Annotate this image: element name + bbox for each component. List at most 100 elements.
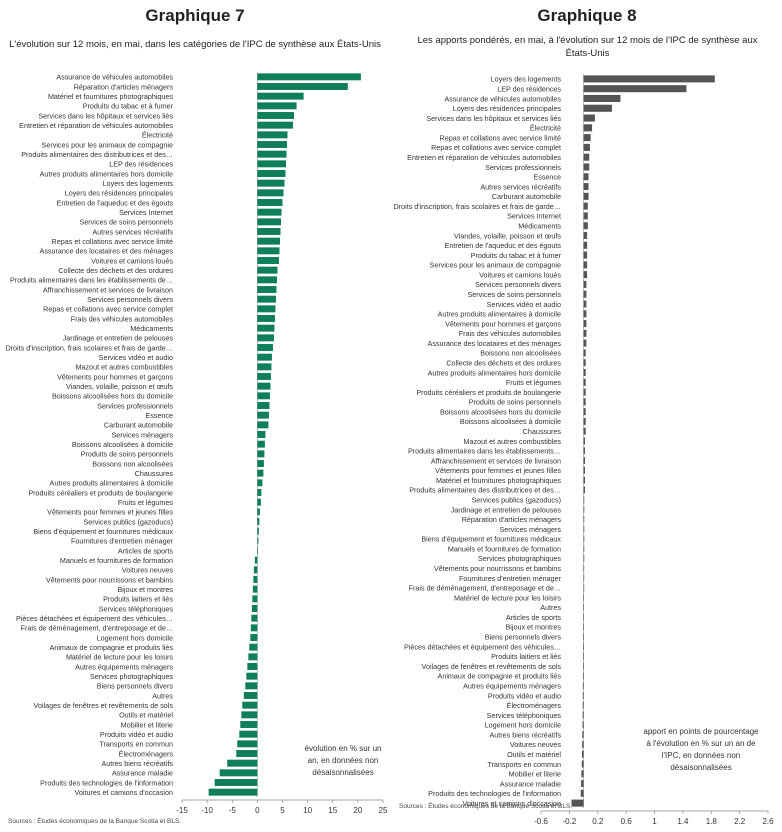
chart8-bar xyxy=(583,163,590,171)
chart8-bar xyxy=(583,85,687,93)
chart8-bar xyxy=(583,437,585,445)
chart8-category-label: LEP des résidences xyxy=(497,84,561,93)
chart7-bar xyxy=(257,257,279,264)
chart7-x-tick-label: 0 xyxy=(255,806,260,815)
chart8-bar xyxy=(581,760,584,768)
chart7-category-label: Mobilier et literie xyxy=(121,720,173,729)
chart8-bar xyxy=(583,388,586,396)
chart7-bar xyxy=(257,450,265,458)
chart8-bar xyxy=(582,711,584,719)
chart8-bar xyxy=(583,359,586,367)
chart7-bar xyxy=(257,73,361,81)
chart7-category-label: Voitures et camions d'occasion xyxy=(75,788,173,797)
chart8-note-line: l'IPC, en données non xyxy=(662,751,740,760)
chart7-category-label: Fruits et légumes xyxy=(118,498,174,507)
chart7-category-label: Services de soins personnels xyxy=(80,218,174,227)
chart8-category-label: Vêtements pour femmes et jeunes filles xyxy=(435,466,561,475)
chart8-category-label: Produits du tabac et à fumer xyxy=(471,251,562,260)
chart7-category-label: Assurance de véhicules automobiles xyxy=(56,73,173,82)
chart7-subtitle: L'évolution sur 12 mois, en mai, dans le… xyxy=(9,39,381,50)
chart7-bar xyxy=(257,305,276,313)
chart7-bar xyxy=(257,218,281,226)
chart8-category-label: Boissons alcoolisées à domicile xyxy=(460,417,561,426)
chart7-bar xyxy=(257,189,284,197)
chart8-category-label: Repas et collations avec service limité xyxy=(440,133,561,142)
chart8-bar xyxy=(583,574,585,582)
chart7-category-label: Frais des véhicules automobiles xyxy=(71,314,174,323)
chart7-bar xyxy=(257,527,259,535)
chart8-bar xyxy=(583,104,612,112)
chart7-bar xyxy=(243,692,258,699)
chart7-bar xyxy=(253,576,258,583)
chart7-bar xyxy=(247,663,258,670)
chart7-category-label: Matériel de lecture pour les loisirs xyxy=(66,653,173,662)
chart8-bar xyxy=(583,564,585,572)
chart7-bar xyxy=(248,653,258,661)
chart7-category-label: Entretien et réparation de véhicules aut… xyxy=(19,121,173,130)
chart7-category-label: Boissons alcoolisées hors du domicile xyxy=(52,392,173,401)
chart8-category-label: Produits laitiers et liés xyxy=(491,652,561,661)
chart7-bar xyxy=(257,208,282,216)
chart8-bar xyxy=(583,300,587,308)
chart7-category-label: Produits laitiers et liés xyxy=(103,595,173,604)
chart7-bar xyxy=(257,402,270,409)
chart8-x-tick-label: 0.2 xyxy=(592,817,604,826)
chart8-category-label: Réparation d'articles ménagers xyxy=(462,515,562,524)
chart7-bar xyxy=(257,286,277,293)
chart7-category-label: Autres produits alimentaires à domicile xyxy=(50,479,173,488)
chart7-bar xyxy=(257,150,287,158)
chart7-bar xyxy=(236,750,258,757)
chart7-category-label: Services ménagers xyxy=(111,430,173,439)
chart8-bar xyxy=(582,672,584,680)
chart8-category-label: Services de soins personnels xyxy=(468,290,562,299)
chart8-category-label: Voitures et camions loués xyxy=(479,270,561,279)
chart8-bar xyxy=(583,290,587,298)
chart7-category-label: Produits des technologies de l'informati… xyxy=(40,778,173,787)
chart8-bar xyxy=(583,124,593,132)
chart7-x-tick-label: -5 xyxy=(229,806,237,815)
chart8-bar xyxy=(580,789,584,797)
chart8-bar xyxy=(583,505,585,514)
chart7-bar xyxy=(242,701,258,709)
chart7-bar xyxy=(257,460,264,467)
chart7-category-label: Voitures neuves xyxy=(122,566,174,575)
chart8-category-label: Produits de soins personnels xyxy=(469,398,562,407)
chart7-category-label: Collecte des déchets et des ordures xyxy=(58,266,173,275)
chart8-x-tick-label: 2.6 xyxy=(762,817,774,826)
chart7-category-label: Services professionnels xyxy=(97,401,173,410)
chart7-category-label: Services photographiques xyxy=(90,672,174,681)
chart7-bar xyxy=(257,518,260,525)
chart8-category-label: Services téléphoniques xyxy=(487,711,562,720)
chart8-category-label: Autres xyxy=(540,603,561,612)
chart7-bar xyxy=(239,730,258,738)
chart7-category-label: Mazout et autres combustibles xyxy=(76,363,174,372)
chart7-x-tick-label: 15 xyxy=(328,806,337,815)
chart7-category-label: Loyers des résidences principales xyxy=(65,189,174,198)
chart7-note-line: désaisonnalisées xyxy=(312,768,373,777)
chart8-bar xyxy=(583,339,587,347)
chart8-category-label: Transports en commun xyxy=(487,760,561,769)
chart7-category-label: Boissons non alcoolisées xyxy=(92,459,173,468)
chart8-category-label: Électroménagers xyxy=(507,701,562,710)
chart7-bar xyxy=(257,382,271,390)
chart7-category-label: Pièces détachées et équipement des véhic… xyxy=(16,614,173,623)
chart8-bar xyxy=(583,349,586,357)
chart8-bar xyxy=(583,486,585,494)
chart8-bar xyxy=(583,417,586,425)
chart7-category-label: Autres biens récréatifs xyxy=(101,759,173,768)
chart7-category-label: Fournitures d'entretien ménager xyxy=(71,537,174,546)
chart8-bar xyxy=(582,721,584,729)
chart8-category-label: Entretien de l'aqueduc et des égouts xyxy=(445,241,562,250)
chart8-category-label: Services Internet xyxy=(507,212,561,221)
chart7-category-label: Produits alimentaires dans les établisse… xyxy=(10,276,173,285)
chart7-category-label: Viandes, volaille, poisson et œufs xyxy=(66,382,173,391)
chart8-bar xyxy=(583,515,585,523)
chart8-bar xyxy=(582,662,584,670)
chart8-category-label: Produits alimentaires des distributrices… xyxy=(409,486,561,495)
chart7-bar xyxy=(257,489,262,496)
chart8-category-label: Frais de déménagement, d'entreposage et … xyxy=(409,584,561,593)
chart7-bar xyxy=(257,141,288,148)
chart8-category-label: Droits d'inscription, frais scolaires et… xyxy=(393,202,561,211)
chart8-category-label: Électricité xyxy=(530,124,561,133)
chart8-bar xyxy=(583,202,588,210)
